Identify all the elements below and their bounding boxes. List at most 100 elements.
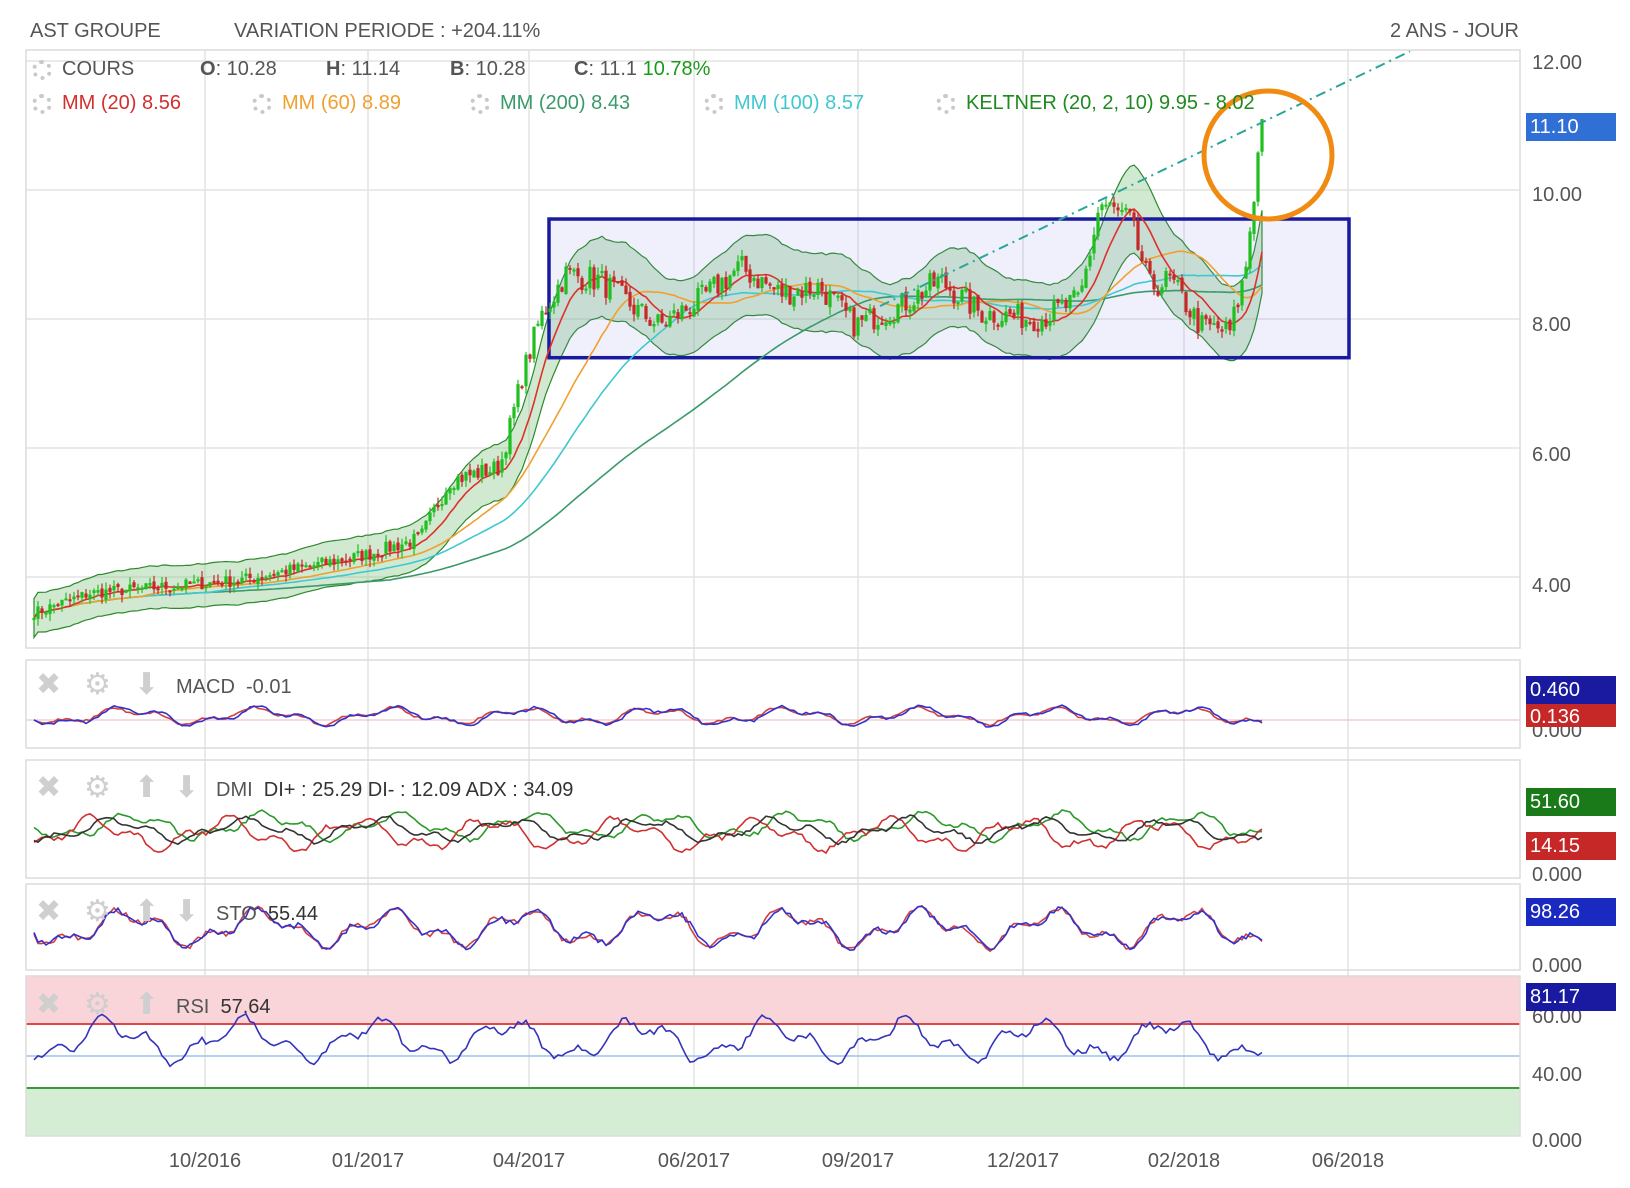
candle bbox=[832, 292, 836, 295]
high-key: H bbox=[326, 58, 341, 80]
candle bbox=[820, 281, 824, 291]
macd-value: -0.01 bbox=[246, 676, 292, 698]
candle bbox=[1168, 273, 1172, 276]
candle bbox=[1152, 274, 1156, 290]
gear-icon[interactable]: ⚙ bbox=[84, 895, 111, 928]
gear-icon[interactable] bbox=[470, 93, 490, 114]
candle bbox=[328, 559, 332, 566]
candle bbox=[180, 587, 184, 590]
ohlc-open: O: 10.28 bbox=[200, 58, 277, 81]
candle bbox=[524, 354, 528, 387]
close-icon[interactable]: ✖ bbox=[36, 668, 62, 701]
legend-keltner[interactable]: KELTNER (20, 2, 10) 9.95 - 8.02 bbox=[936, 92, 1255, 115]
candle bbox=[276, 572, 280, 576]
candle bbox=[252, 580, 256, 583]
mm200-value: 8.43 bbox=[591, 92, 631, 114]
dmi-adx-badge: 51.60 bbox=[1526, 788, 1616, 816]
gear-icon[interactable] bbox=[704, 93, 724, 114]
gear-icon[interactable]: ⚙ bbox=[84, 668, 111, 701]
arrow-up-icon[interactable]: ⬆ bbox=[134, 895, 160, 928]
candle bbox=[192, 581, 196, 584]
open-key: O bbox=[200, 58, 216, 80]
rsi-axis-label: 40.00 bbox=[1532, 1064, 1583, 1086]
candle bbox=[568, 267, 572, 270]
sto-line bbox=[33, 905, 1263, 952]
candle bbox=[1256, 152, 1260, 202]
candle bbox=[936, 276, 940, 289]
di-plus-line bbox=[33, 809, 1263, 844]
price-axis-label: 4.00 bbox=[1532, 575, 1571, 597]
candle bbox=[1248, 231, 1252, 269]
candle bbox=[492, 461, 496, 474]
arrow-down-icon[interactable]: ⬇ bbox=[134, 668, 160, 701]
candle bbox=[996, 324, 1000, 327]
candle bbox=[920, 292, 924, 299]
sto-name: STO bbox=[216, 903, 257, 925]
candle bbox=[168, 590, 172, 593]
candle bbox=[796, 289, 800, 296]
gear-icon[interactable] bbox=[32, 93, 52, 114]
candle bbox=[620, 280, 624, 286]
period-selector[interactable]: 2 ANS - JOUR bbox=[1390, 20, 1519, 42]
candle bbox=[836, 295, 840, 298]
close-icon[interactable]: ✖ bbox=[36, 895, 62, 928]
legend-mm20[interactable]: MM (20) 8.56 bbox=[32, 92, 181, 115]
gear-icon[interactable] bbox=[252, 93, 272, 114]
legend-mm200[interactable]: MM (200) 8.43 bbox=[470, 92, 630, 115]
candle bbox=[172, 588, 176, 591]
candle bbox=[280, 570, 284, 573]
close-icon[interactable]: ✖ bbox=[36, 771, 62, 804]
candle bbox=[432, 506, 436, 513]
candle bbox=[952, 290, 956, 304]
candle bbox=[1172, 274, 1176, 280]
macd-name: MACD bbox=[176, 676, 235, 698]
candle bbox=[1020, 302, 1024, 329]
cours-label: COURS bbox=[62, 58, 135, 80]
candle bbox=[924, 290, 928, 298]
candle bbox=[728, 275, 732, 288]
price-axis-label: 8.00 bbox=[1532, 314, 1571, 336]
legend-mm100[interactable]: MM (100) 8.57 bbox=[704, 92, 864, 115]
candle bbox=[448, 487, 452, 494]
candle bbox=[600, 271, 604, 274]
gear-icon[interactable] bbox=[936, 93, 956, 114]
candle bbox=[856, 317, 860, 336]
candle bbox=[816, 282, 820, 295]
candle bbox=[460, 474, 464, 482]
candle bbox=[1140, 251, 1144, 262]
candle bbox=[624, 285, 628, 295]
candle bbox=[1000, 320, 1004, 327]
candle bbox=[84, 593, 88, 598]
candle bbox=[412, 533, 416, 550]
candle bbox=[1144, 260, 1148, 263]
arrow-down-icon[interactable]: ⬇ bbox=[174, 771, 200, 804]
legend-cours[interactable]: COURS bbox=[32, 58, 134, 81]
candle bbox=[400, 544, 404, 552]
candle bbox=[988, 310, 992, 321]
candle bbox=[40, 608, 44, 613]
arrow-up-icon[interactable]: ⬆ bbox=[134, 771, 160, 804]
candle bbox=[72, 596, 76, 600]
close-value: : 11.1 bbox=[588, 58, 638, 80]
gear-icon[interactable] bbox=[32, 59, 52, 80]
candle bbox=[688, 312, 692, 315]
price-axis-label: 10.00 bbox=[1532, 184, 1583, 206]
candle bbox=[320, 557, 324, 563]
close-icon[interactable]: ✖ bbox=[36, 988, 62, 1021]
gear-icon[interactable]: ⚙ bbox=[84, 771, 111, 804]
candle bbox=[784, 285, 788, 298]
candle bbox=[500, 459, 504, 473]
arrow-down-icon[interactable]: ⬇ bbox=[174, 895, 200, 928]
candle bbox=[52, 605, 56, 608]
candle bbox=[1040, 320, 1044, 332]
candle bbox=[388, 541, 392, 552]
candle bbox=[1056, 299, 1060, 304]
candle bbox=[588, 266, 592, 289]
legend-mm60[interactable]: MM (60) 8.89 bbox=[252, 92, 401, 115]
candle bbox=[828, 290, 832, 308]
candle bbox=[96, 590, 100, 593]
gear-icon[interactable]: ⚙ bbox=[84, 988, 111, 1021]
candle bbox=[508, 417, 512, 455]
arrow-up-icon[interactable]: ⬆ bbox=[134, 988, 160, 1021]
candle bbox=[808, 281, 812, 295]
